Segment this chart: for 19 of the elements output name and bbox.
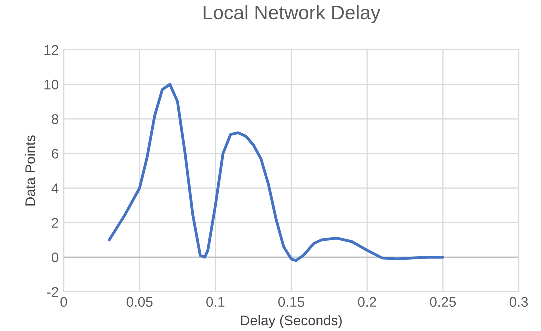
y-tick-label: 12	[44, 45, 58, 56]
chart-title: Local Network Delay	[204, 5, 381, 24]
x-tick-label: 0.3	[510, 297, 528, 308]
y-tick-label: 4	[52, 184, 59, 194]
y-tick-label: 10	[44, 80, 59, 90]
x-tick-label: 0.15	[278, 297, 304, 308]
y-tick-label: 6	[52, 149, 59, 159]
y-tick-label: -2	[47, 287, 58, 298]
line-series	[108, 83, 445, 262]
x-tick-label: 0.2	[358, 297, 376, 308]
x-tick-label: 0.1	[206, 297, 225, 308]
y-axis-title: Data Points	[25, 136, 36, 206]
x-tick-label: 0	[60, 297, 68, 308]
y-tick-label: 8	[52, 114, 59, 124]
y-tick-label: 2	[52, 218, 58, 228]
y-tick-label: 0	[52, 252, 59, 263]
x-axis-title: Delay (Seconds)	[241, 315, 342, 328]
x-tick-label: 0.05	[126, 297, 153, 308]
x-tick-label: 0.25	[430, 297, 456, 308]
